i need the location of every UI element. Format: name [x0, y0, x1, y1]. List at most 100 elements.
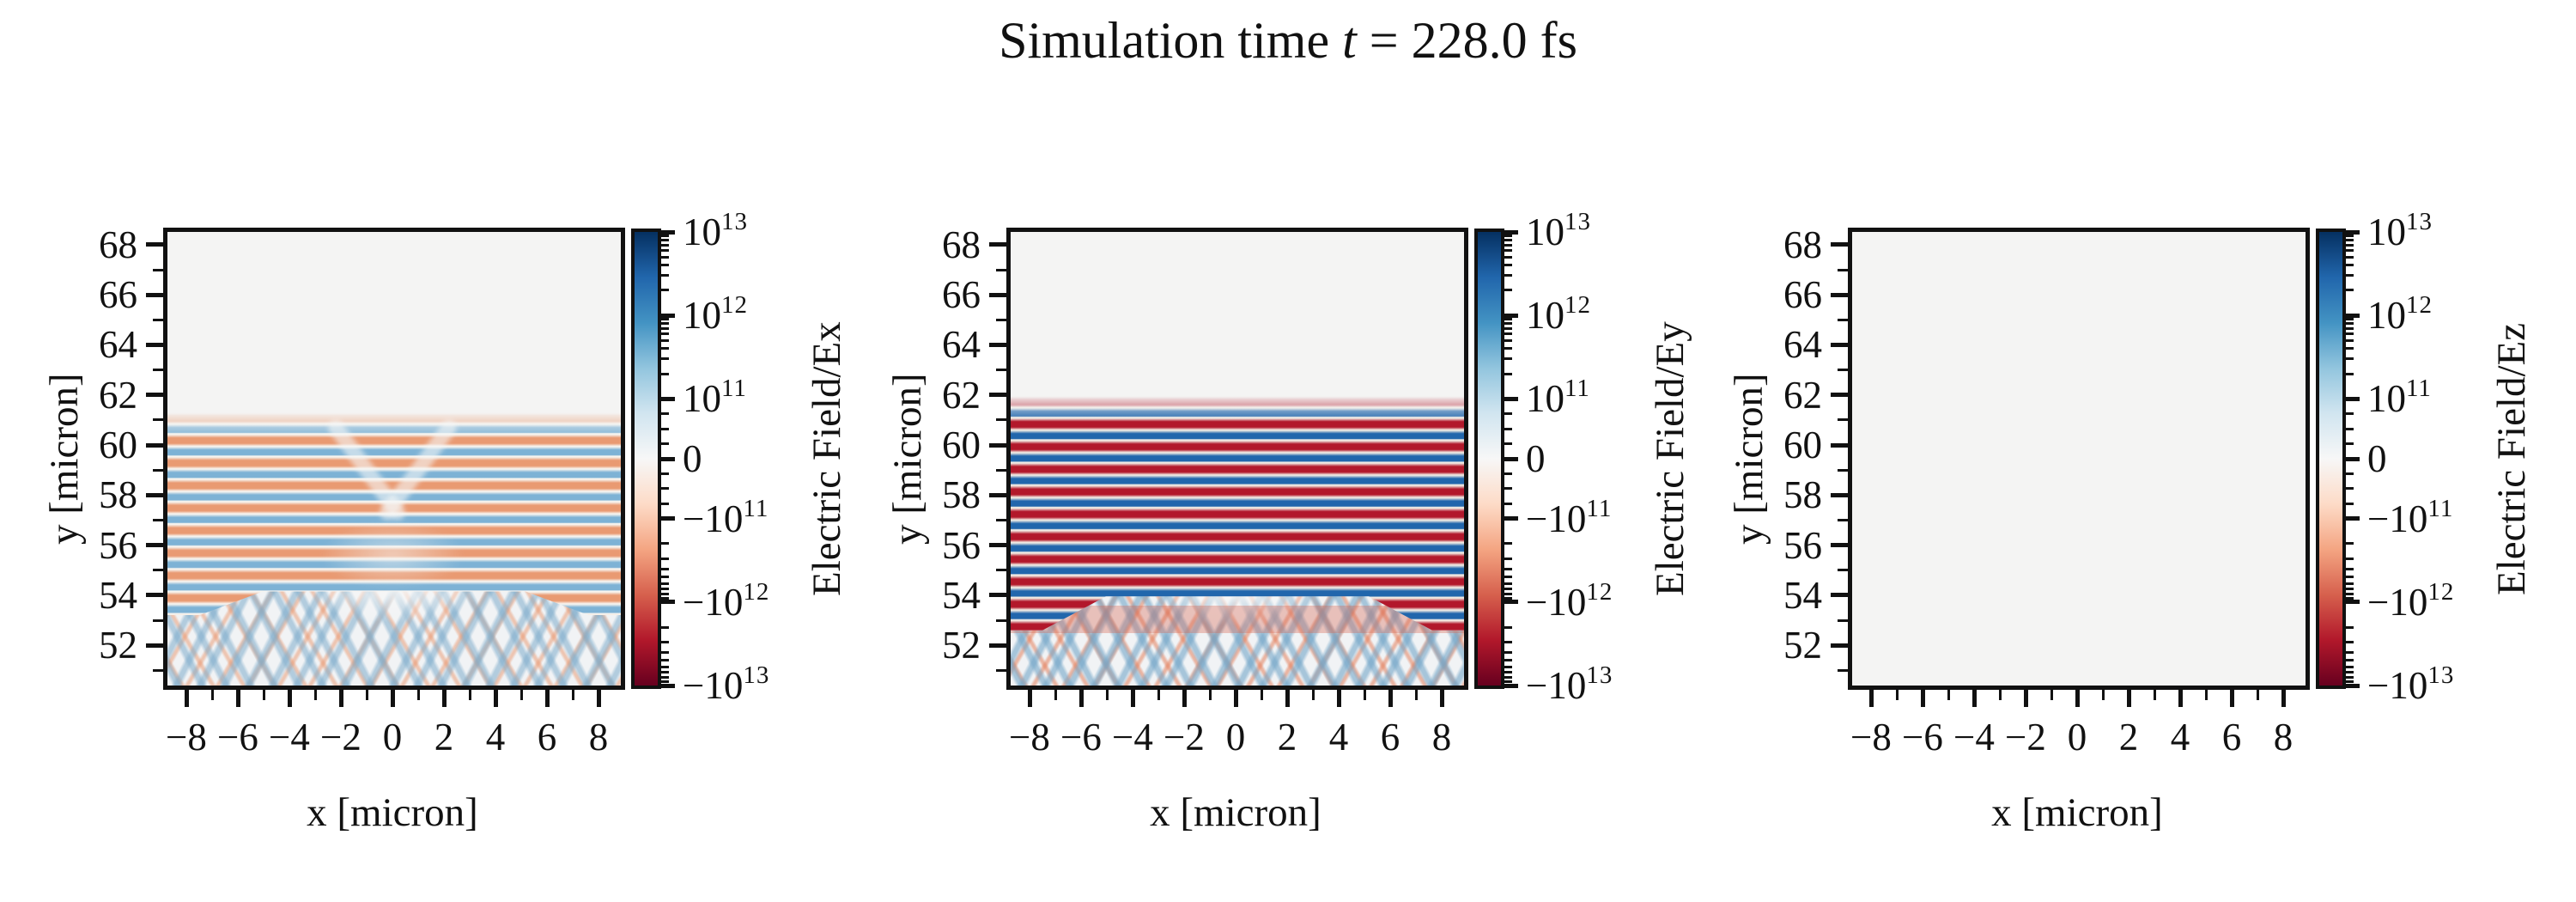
x-axis-label: x [micron]	[1150, 790, 1321, 835]
colorbar-minor-tick	[661, 412, 669, 416]
x-major-tick	[390, 690, 395, 707]
y-major-tick	[989, 442, 1006, 448]
colorbar-major-tick	[2346, 229, 2360, 235]
y-minor-tick	[996, 668, 1006, 672]
x-tick-label: 4	[485, 716, 506, 759]
y-minor-tick	[153, 519, 163, 522]
colorbar-minor-tick	[2346, 659, 2354, 662]
colorbar-minor-tick	[2346, 332, 2354, 336]
colorbar-minor-tick	[1504, 238, 1512, 241]
y-axis-label: y [micron]	[885, 373, 930, 545]
subplot-Ey: −8 −6 −4 −2 0 2 4 6 8 x [micron] 68 66 64 62 60 58 56 54 5…	[885, 210, 1692, 836]
colorbar-tick-label: 1013	[683, 208, 748, 254]
y-tick-label: 66	[942, 273, 981, 317]
x-major-tick	[2023, 690, 2028, 707]
x-minor-tick	[365, 690, 368, 700]
colorbar-minor-tick	[661, 596, 669, 600]
colorbar-major-tick	[661, 683, 675, 688]
heatmap-Ey	[1011, 232, 1464, 686]
y-tick-label: 64	[1783, 323, 1822, 367]
exponent: 11	[2427, 494, 2454, 522]
colorbar-tick-label: −1012	[683, 577, 770, 624]
exponent: 11	[2406, 375, 2432, 403]
colorbar-minor-tick	[2346, 322, 2354, 326]
colorbar-tick-label: 1011	[2367, 375, 2432, 421]
colorbar-minor-tick	[1504, 557, 1512, 560]
y-tick-label: 66	[1783, 273, 1822, 317]
exponent: 12	[1586, 577, 1613, 606]
colorbar-minor-tick	[661, 659, 669, 662]
colorbar-major-tick	[1504, 683, 1518, 688]
colorbar-minor-tick	[2346, 255, 2354, 259]
figure-title-prefix: Simulation time	[999, 12, 1343, 69]
colorbar-minor-tick	[661, 255, 669, 259]
y-minor-tick	[153, 468, 163, 472]
y-tick-label: 66	[99, 273, 137, 317]
colorbar-minor-tick	[1504, 640, 1512, 643]
colorbar-minor-tick	[2346, 640, 2354, 643]
colorbar-minor-tick	[1504, 326, 1512, 330]
x-major-tick	[338, 690, 343, 707]
colorbar-minor-tick	[661, 427, 669, 430]
x-tick-label: 6	[1380, 716, 1400, 759]
colorbar-minor-tick	[1504, 596, 1512, 600]
colorbar-minor-tick	[1504, 322, 1512, 326]
colorbar-tick-label: −1012	[2367, 577, 2455, 624]
colorbar-minor-tick	[661, 274, 669, 277]
y-minor-tick	[153, 268, 163, 271]
interference-fan	[167, 588, 621, 686]
colorbar-minor-tick	[1504, 338, 1512, 342]
colorbar-major-tick	[661, 229, 675, 235]
colorbar-minor-tick	[1504, 665, 1512, 668]
y-major-tick	[1831, 342, 1848, 347]
colorbar-minor-tick	[2346, 650, 2354, 654]
x-tick-label: 8	[1431, 716, 1452, 759]
colorbar-axis-label: Electric Field/Ex	[805, 321, 849, 596]
y-minor-tick	[996, 468, 1006, 472]
colorbar-tick-label: 1012	[683, 291, 748, 338]
x-tick-label: −6	[1902, 716, 1943, 759]
exponent: 11	[1564, 375, 1590, 403]
heatmap-Ez	[1852, 232, 2306, 686]
colorbar-minor-tick	[1504, 255, 1512, 259]
x-major-tick	[1285, 690, 1290, 707]
x-minor-tick	[1363, 690, 1366, 700]
colorbar-minor-tick	[2346, 625, 2354, 629]
exponent: 13	[2427, 661, 2455, 689]
colorbar-minor-tick	[2346, 442, 2354, 446]
colorbar-minor-tick	[2346, 338, 2354, 342]
colorbar-major-tick	[2346, 456, 2360, 461]
y-minor-tick	[153, 668, 163, 672]
colorbar-minor-tick	[661, 332, 669, 336]
colorbar-minor-tick	[661, 680, 669, 684]
x-major-tick	[1868, 690, 1874, 707]
colorbar-minor-tick	[2346, 576, 2354, 579]
y-tick-label: 58	[942, 473, 981, 517]
x-minor-tick	[2101, 690, 2105, 700]
x-tick-label: −2	[2005, 716, 2046, 759]
figure-title-variable: t	[1342, 12, 1357, 69]
colorbar-minor-tick	[2346, 326, 2354, 330]
x-tick-label: 8	[2273, 716, 2293, 759]
y-axis-label: y [micron]	[1727, 373, 1771, 545]
y-minor-tick	[153, 418, 163, 422]
x-major-tick	[1130, 690, 1135, 707]
colorbar-tick-label: 1011	[1526, 375, 1590, 421]
colorbar-minor-tick	[2346, 289, 2354, 292]
stripe-top-fade	[1011, 394, 1464, 421]
y-major-tick	[1831, 492, 1848, 497]
colorbar-tick-label: 0	[1526, 437, 1546, 480]
x-minor-tick	[210, 690, 214, 700]
colorbar-Ex	[631, 229, 661, 689]
colorbar-minor-tick	[1504, 264, 1512, 267]
colorbar-minor-tick	[661, 289, 669, 292]
colorbar-minor-tick	[661, 502, 669, 505]
x-tick-label: 2	[434, 716, 454, 759]
colorbar-minor-tick	[2346, 680, 2354, 684]
red-band	[1011, 605, 1464, 633]
x-major-tick	[2229, 690, 2234, 707]
colorbar-minor-tick	[1504, 234, 1512, 237]
colorbar-major-tick	[1504, 229, 1518, 235]
colorbar-minor-tick	[1504, 502, 1512, 505]
colorbar-minor-tick	[2346, 264, 2354, 267]
